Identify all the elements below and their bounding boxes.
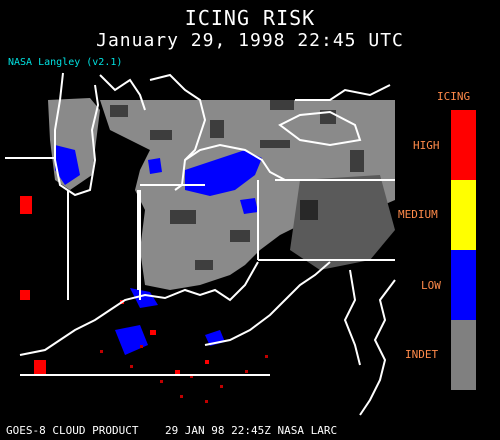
legend-label-indet: INDET — [405, 348, 439, 361]
ohio-river — [19, 261, 259, 356]
lake-michigan-outline — [54, 72, 100, 197]
lake-erie-coast — [184, 143, 286, 181]
legend-swatch-high — [451, 110, 476, 180]
cloud-speckle — [110, 100, 364, 270]
legend-title: ICING — [437, 90, 471, 103]
legend-label-low: LOW — [421, 279, 441, 292]
legend-label-high: HIGH — [413, 139, 440, 152]
cloud-region-east — [290, 175, 395, 270]
wv-va-border — [204, 261, 331, 346]
lower-michigan-outline — [149, 73, 207, 191]
legend-swatch-low — [451, 250, 476, 320]
cloud-cover-layer — [20, 98, 395, 403]
chesapeake-bay — [343, 269, 361, 366]
footer-caption: GOES-8 CLOUD PRODUCT 29 JAN 98 22:45Z NA… — [6, 424, 338, 437]
state-boundaries — [5, 72, 396, 416]
ny-north-border — [295, 84, 391, 101]
high-icing-speckle — [100, 345, 268, 403]
legend-swatch-medium — [451, 180, 476, 250]
legend-label-medium: MEDIUM — [398, 208, 438, 221]
map-timestamp: January 29, 1998 22:45 UTC — [96, 30, 404, 51]
virginia-coastline — [359, 279, 396, 416]
legend-swatch-indet — [451, 320, 476, 390]
lake-huron-shore — [99, 74, 146, 111]
map-title: ICING RISK — [184, 6, 316, 30]
high-icing-areas — [20, 196, 209, 376]
lake-ontario-outline — [278, 110, 362, 147]
cloud-region-michigan-ohio — [100, 100, 395, 290]
version-label: NASA Langley (v2.1) — [8, 57, 123, 68]
